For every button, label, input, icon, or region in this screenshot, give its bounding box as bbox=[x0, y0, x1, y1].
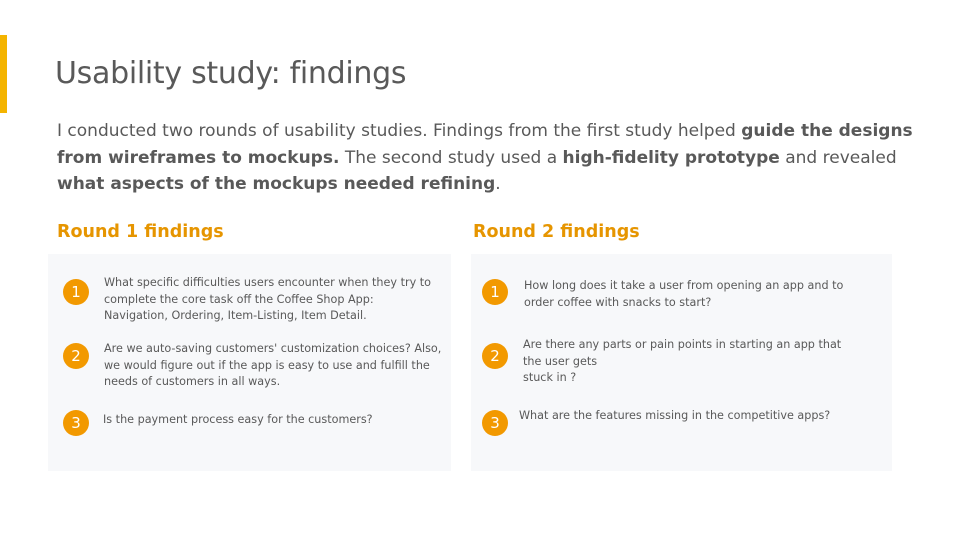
number-badge: 2 bbox=[63, 343, 89, 369]
number-badge: 1 bbox=[482, 279, 508, 305]
number-badge: 3 bbox=[482, 410, 508, 436]
round2-item-3-text: What are the features missing in the com… bbox=[519, 409, 831, 422]
round1-item-3-text: Is the payment process easy for the cust… bbox=[103, 413, 373, 426]
intro-text-3: and revealed bbox=[779, 147, 897, 168]
round2-heading: Round 2 findings bbox=[473, 222, 640, 242]
round2-panel: 1 How long does it take a user from open… bbox=[471, 254, 892, 471]
accent-bar bbox=[0, 35, 7, 113]
round2-item-2-text: Are there any parts or pain points in st… bbox=[523, 338, 842, 384]
intro-bold-2: high-fidelity prototype bbox=[562, 147, 780, 168]
number-badge: 1 bbox=[63, 279, 89, 305]
round1-heading: Round 1 findings bbox=[57, 222, 224, 242]
round2-item-1-text: How long does it take a user from openin… bbox=[524, 279, 844, 309]
round1-item-1-text: What specific difficulties users encount… bbox=[104, 276, 431, 322]
intro-text-1: I conducted two rounds of usability stud… bbox=[57, 121, 742, 141]
intro-text-2: The second study used a bbox=[339, 147, 563, 168]
round1-item-2-text: Are we auto-saving customers' customizat… bbox=[104, 342, 442, 388]
slide-title: Usability study: findings bbox=[55, 56, 407, 91]
number-badge: 2 bbox=[482, 343, 508, 369]
intro-paragraph: I conducted two rounds of usability stud… bbox=[57, 118, 917, 198]
intro-text-4: . bbox=[495, 174, 501, 194]
intro-bold-3: what aspects of the mockups needed refin… bbox=[57, 174, 496, 194]
intro-bold-1: guide the designs from wireframes to moc… bbox=[57, 121, 913, 168]
number-badge: 3 bbox=[63, 410, 89, 436]
round1-panel: 1 What specific difficulties users encou… bbox=[48, 254, 451, 471]
